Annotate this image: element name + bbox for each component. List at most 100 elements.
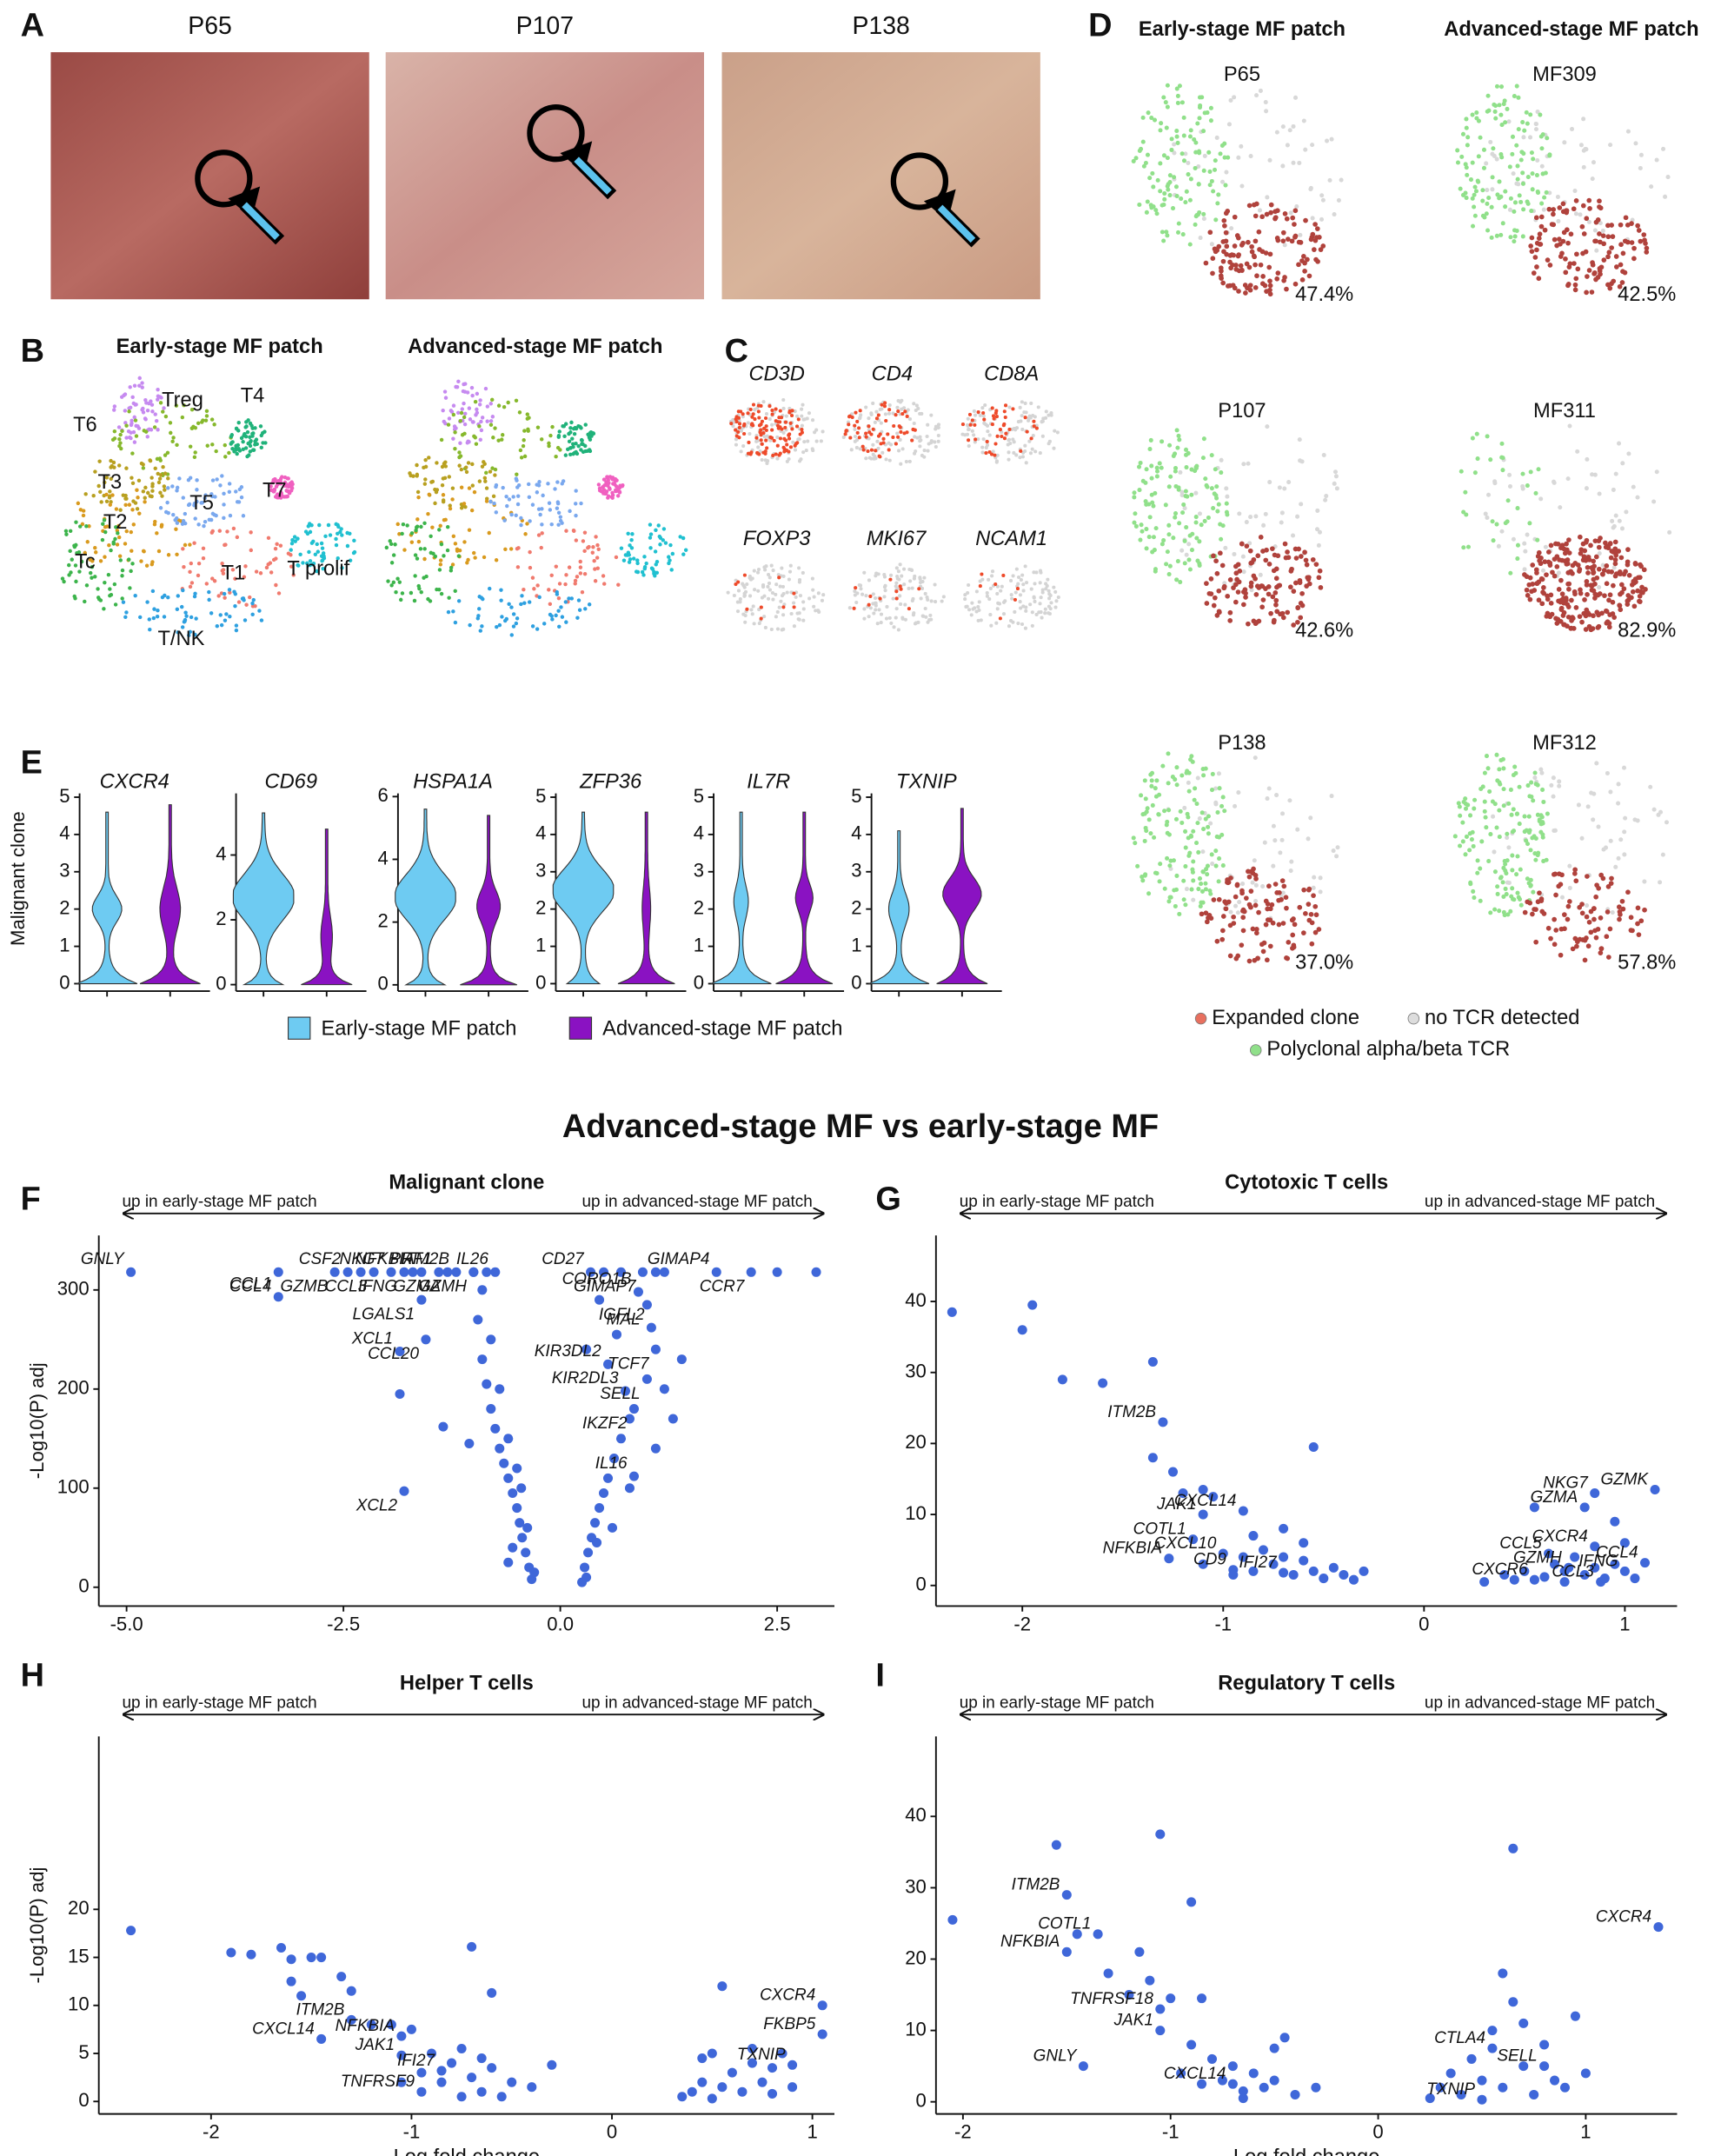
y-tick-label: 0 bbox=[915, 1574, 926, 1595]
gene-title: TXNIP bbox=[896, 770, 957, 793]
cell-dot bbox=[782, 449, 787, 454]
cell-dot bbox=[118, 432, 123, 437]
cell-dot bbox=[1211, 506, 1216, 511]
cell-dot bbox=[1485, 434, 1490, 439]
y-tick-label: 20 bbox=[905, 1431, 927, 1453]
cell-dot bbox=[854, 586, 858, 590]
panel-letter: A bbox=[21, 8, 44, 44]
cell-dot bbox=[1482, 799, 1487, 804]
cell-dot bbox=[1214, 484, 1219, 489]
cell-dot bbox=[1460, 131, 1465, 136]
cell-dot bbox=[1258, 262, 1264, 268]
cell-dot bbox=[920, 453, 924, 457]
cell-dot bbox=[1142, 838, 1147, 844]
cell-dot bbox=[1501, 909, 1506, 915]
cell-dot bbox=[578, 571, 583, 576]
data-point bbox=[1155, 2004, 1166, 2014]
data-point bbox=[1559, 1566, 1570, 1576]
cell-dot bbox=[794, 595, 798, 599]
cell-dot bbox=[864, 431, 868, 436]
cell-dot bbox=[415, 524, 420, 529]
cell-dot bbox=[780, 594, 785, 598]
cell-dot bbox=[750, 576, 754, 581]
cell-dot bbox=[81, 509, 86, 513]
cell-dot bbox=[409, 531, 415, 536]
cell-dot bbox=[783, 425, 787, 429]
cell-dot bbox=[1585, 274, 1590, 279]
cell-dot bbox=[163, 471, 168, 476]
cell-dot bbox=[234, 426, 239, 431]
data-point bbox=[508, 1542, 518, 1553]
cell-dot bbox=[1183, 489, 1188, 494]
cell-dot bbox=[1656, 812, 1661, 817]
cell-dot bbox=[783, 420, 787, 424]
cell-dot bbox=[741, 412, 745, 416]
cell-dot bbox=[759, 423, 763, 427]
cell-dot bbox=[1522, 541, 1527, 546]
cell-dot bbox=[485, 419, 489, 423]
cell-dot bbox=[1534, 173, 1539, 178]
cell-dot bbox=[1213, 802, 1219, 807]
cell-dot bbox=[133, 403, 137, 407]
cell-dot bbox=[556, 522, 561, 527]
cell-dot bbox=[220, 562, 224, 566]
cell-dot bbox=[1228, 97, 1233, 103]
cell-dot bbox=[150, 403, 155, 407]
cell-dot bbox=[193, 426, 198, 430]
cell-dot bbox=[974, 609, 979, 614]
cell-dot bbox=[393, 542, 397, 547]
y-tick-label: 1 bbox=[694, 934, 704, 955]
data-point bbox=[641, 1300, 652, 1310]
cell-dot bbox=[219, 622, 224, 628]
cell-dot bbox=[1531, 798, 1536, 803]
cell-dot bbox=[1225, 494, 1230, 499]
cell-dot bbox=[1252, 858, 1257, 863]
cell-dot bbox=[1292, 281, 1299, 287]
cell-dot bbox=[567, 439, 572, 444]
cell-dot bbox=[129, 436, 133, 441]
cell-dot bbox=[772, 438, 776, 443]
cell-dot bbox=[138, 615, 143, 620]
data-point bbox=[1590, 1562, 1600, 1573]
gene-title: ZFP36 bbox=[579, 770, 642, 793]
cell-dot bbox=[1193, 222, 1198, 227]
cell-dot bbox=[1598, 915, 1604, 921]
cell-dot bbox=[1597, 585, 1602, 590]
expanded-fraction: 37.0% bbox=[1295, 952, 1353, 975]
cell-dot bbox=[775, 443, 780, 448]
cell-dot bbox=[422, 547, 427, 551]
cell-dot bbox=[1486, 859, 1492, 864]
cell-dot bbox=[875, 439, 880, 443]
cell-dot bbox=[1197, 816, 1202, 822]
cell-dot bbox=[568, 452, 573, 457]
sample-name: P138 bbox=[1218, 732, 1266, 755]
cell-dot bbox=[1488, 457, 1493, 462]
cell-dot bbox=[143, 397, 148, 403]
cell-dot bbox=[630, 532, 635, 536]
data-point bbox=[608, 1454, 620, 1464]
cell-dot bbox=[1541, 590, 1546, 596]
cell-dot bbox=[1565, 476, 1571, 482]
data-point bbox=[1279, 2033, 1290, 2043]
data-point bbox=[1061, 1890, 1072, 1900]
cell-dot bbox=[1219, 470, 1224, 476]
cell-dot bbox=[745, 582, 749, 587]
data-point bbox=[1238, 1552, 1248, 1562]
y-tick-label: 15 bbox=[68, 1945, 90, 1966]
cell-dot bbox=[1528, 243, 1533, 249]
cell-dot bbox=[1174, 577, 1179, 582]
cell-dot bbox=[451, 609, 455, 614]
cell-dot bbox=[188, 476, 193, 480]
cell-dot bbox=[1551, 775, 1556, 781]
y-tick-label: 6 bbox=[378, 784, 389, 806]
cell-dot bbox=[770, 428, 774, 432]
cell-dot bbox=[736, 416, 741, 420]
cell-dot bbox=[1606, 250, 1612, 256]
data-point bbox=[1498, 1968, 1508, 1979]
cell-dot bbox=[899, 462, 903, 466]
cell-dot bbox=[239, 485, 244, 489]
cell-dot bbox=[1253, 755, 1258, 761]
cell-dot bbox=[1503, 886, 1508, 891]
cell-dot bbox=[787, 569, 793, 574]
cell-dot bbox=[476, 614, 481, 618]
